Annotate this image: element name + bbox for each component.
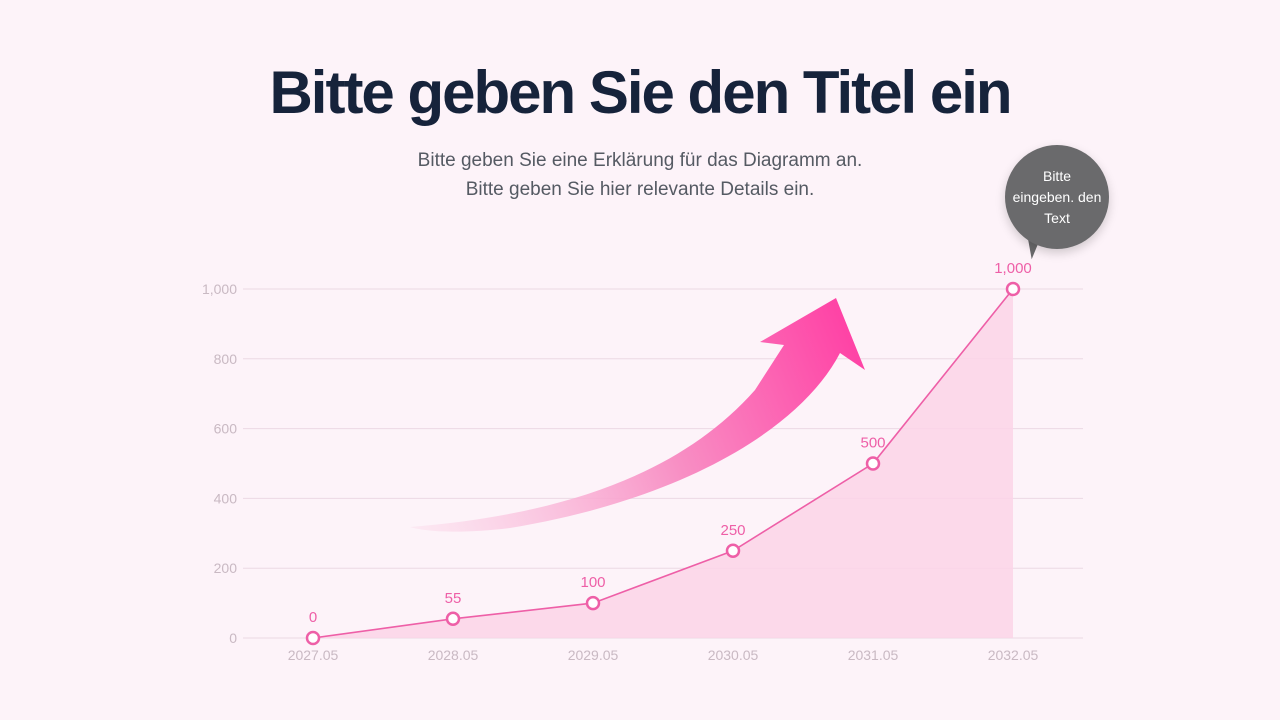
data-label: 500	[860, 435, 885, 452]
data-point	[445, 611, 461, 627]
data-point	[305, 630, 321, 646]
data-point	[1005, 281, 1021, 297]
data-label: 250	[720, 522, 745, 539]
subtitle-line-1: Bitte geben Sie eine Erklärung für das D…	[417, 150, 863, 171]
series-line	[312, 288, 1014, 639]
data-point	[865, 456, 881, 471]
data-point	[725, 543, 741, 558]
x-tick-label: 2031.05	[848, 647, 899, 663]
y-tick-label: 0	[229, 630, 237, 646]
chart-subtitle: Bitte geben Sie eine Erklärung für das D…	[0, 146, 1280, 204]
data-label: 100	[580, 574, 605, 591]
y-tick-label: 800	[214, 351, 238, 367]
area-fill	[313, 289, 1013, 638]
y-tick-label: 600	[214, 421, 238, 437]
x-tick-label: 2032.05	[988, 647, 1039, 663]
x-tick-label: 2028.05	[428, 647, 479, 663]
x-axis: 2027.05 2028.05 2029.05 2030.05 2031.05 2032.…	[288, 647, 1039, 663]
y-tick-label: 1,000	[202, 281, 237, 297]
x-tick-label: 2029.05	[568, 647, 619, 663]
data-points	[305, 281, 1021, 646]
callout-text: Bitte eingeben. den Text	[1012, 167, 1102, 226]
data-label: 0	[309, 609, 317, 626]
callout-bubble: Bitte eingeben. den Text	[1005, 145, 1109, 249]
y-axis: 0 200 400 600 800 1,000	[202, 281, 237, 646]
chart-title: Bitte geben Sie den Titel ein	[269, 59, 1012, 126]
trend-arrow-icon	[410, 298, 865, 532]
subtitle-line-2: Bitte geben Sie hier relevante Details e…	[465, 179, 815, 200]
y-tick-label: 400	[214, 490, 238, 506]
y-tick-label: 200	[214, 560, 238, 576]
data-label: 55	[445, 590, 462, 607]
x-tick-label: 2027.05	[288, 647, 339, 663]
data-point	[585, 595, 601, 611]
data-labels: 0 55 100 250 500 1,000	[309, 260, 1032, 626]
data-label: 1,000	[994, 260, 1032, 277]
x-tick-label: 2030.05	[708, 647, 759, 663]
